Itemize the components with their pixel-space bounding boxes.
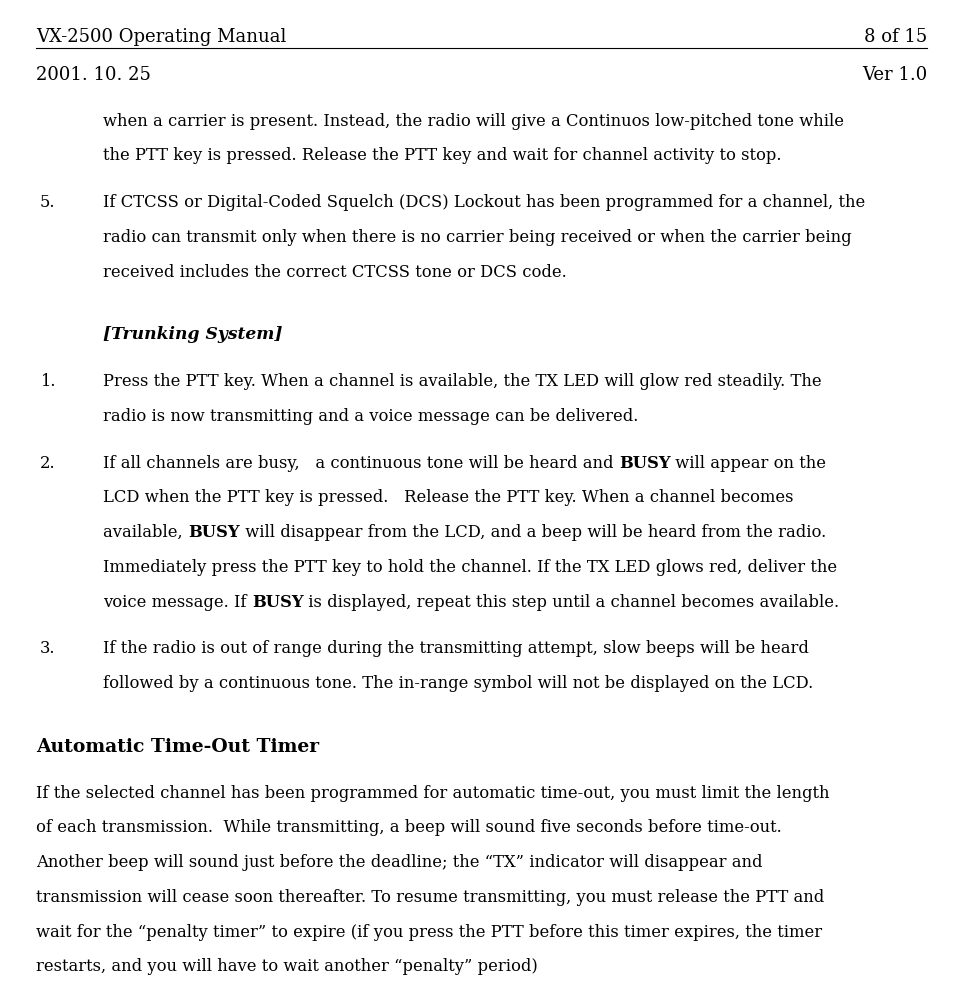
Text: If the selected channel has been programmed for automatic time-out, you must lim: If the selected channel has been program… xyxy=(36,785,829,802)
Text: radio is now transmitting and a voice message can be delivered.: radio is now transmitting and a voice me… xyxy=(103,408,638,425)
Text: BUSY: BUSY xyxy=(618,455,670,472)
Text: 8 of 15: 8 of 15 xyxy=(863,28,926,46)
Text: 1.: 1. xyxy=(40,373,55,390)
Text: followed by a continuous tone. The in-range symbol will not be displayed on the : followed by a continuous tone. The in-ra… xyxy=(103,675,812,692)
Text: [Trunking System]: [Trunking System] xyxy=(103,326,282,343)
Text: is displayed, repeat this step until a channel becomes available.: is displayed, repeat this step until a c… xyxy=(303,594,839,611)
Text: BUSY: BUSY xyxy=(252,594,303,611)
Text: LCD when the PTT key is pressed.   Release the PTT key. When a channel becomes: LCD when the PTT key is pressed. Release… xyxy=(103,489,793,506)
Text: available,: available, xyxy=(103,524,188,541)
Text: Ver 1.0: Ver 1.0 xyxy=(862,66,926,83)
Text: will disappear from the LCD, and a beep will be heard from the radio.: will disappear from the LCD, and a beep … xyxy=(239,524,825,541)
Text: transmission will cease soon thereafter. To resume transmitting, you must releas: transmission will cease soon thereafter.… xyxy=(36,889,823,905)
Text: 3.: 3. xyxy=(40,641,55,657)
Text: Press the PTT key. When a channel is available, the TX LED will glow red steadil: Press the PTT key. When a channel is ava… xyxy=(103,373,821,390)
Text: 2.: 2. xyxy=(40,455,55,472)
Text: BUSY: BUSY xyxy=(188,524,239,541)
Text: received includes the correct CTCSS tone or DCS code.: received includes the correct CTCSS tone… xyxy=(103,264,566,281)
Text: when a carrier is present. Instead, the radio will give a Continuos low-pitched : when a carrier is present. Instead, the … xyxy=(103,113,843,130)
Text: If all channels are busy,   a continuous tone will be heard and: If all channels are busy, a continuous t… xyxy=(103,455,618,472)
Text: voice message. If: voice message. If xyxy=(103,594,252,611)
Text: If the radio is out of range during the transmitting attempt, slow beeps will be: If the radio is out of range during the … xyxy=(103,641,808,657)
Text: 5.: 5. xyxy=(40,194,55,211)
Text: VX-2500 Operating Manual: VX-2500 Operating Manual xyxy=(36,28,286,46)
Text: radio can transmit only when there is no carrier being received or when the carr: radio can transmit only when there is no… xyxy=(103,228,851,245)
Text: If CTCSS or Digital-Coded Squelch (DCS) Lockout has been programmed for a channe: If CTCSS or Digital-Coded Squelch (DCS) … xyxy=(103,194,864,211)
Text: wait for the “penalty timer” to expire (if you press the PTT before this timer e: wait for the “penalty timer” to expire (… xyxy=(36,924,821,941)
Text: restarts, and you will have to wait another “penalty” period): restarts, and you will have to wait anot… xyxy=(36,958,537,975)
Text: of each transmission.  While transmitting, a beep will sound five seconds before: of each transmission. While transmitting… xyxy=(36,819,781,836)
Text: will appear on the: will appear on the xyxy=(670,455,825,472)
Text: Immediately press the PTT key to hold the channel. If the TX LED glows red, deli: Immediately press the PTT key to hold th… xyxy=(103,558,837,575)
Text: Automatic Time-Out Timer: Automatic Time-Out Timer xyxy=(36,738,319,756)
Text: 2001. 10. 25: 2001. 10. 25 xyxy=(36,66,151,83)
Text: Another beep will sound just before the deadline; the “TX” indicator will disapp: Another beep will sound just before the … xyxy=(36,854,762,871)
Text: the PTT key is pressed. Release the PTT key and wait for channel activity to sto: the PTT key is pressed. Release the PTT … xyxy=(103,148,781,164)
